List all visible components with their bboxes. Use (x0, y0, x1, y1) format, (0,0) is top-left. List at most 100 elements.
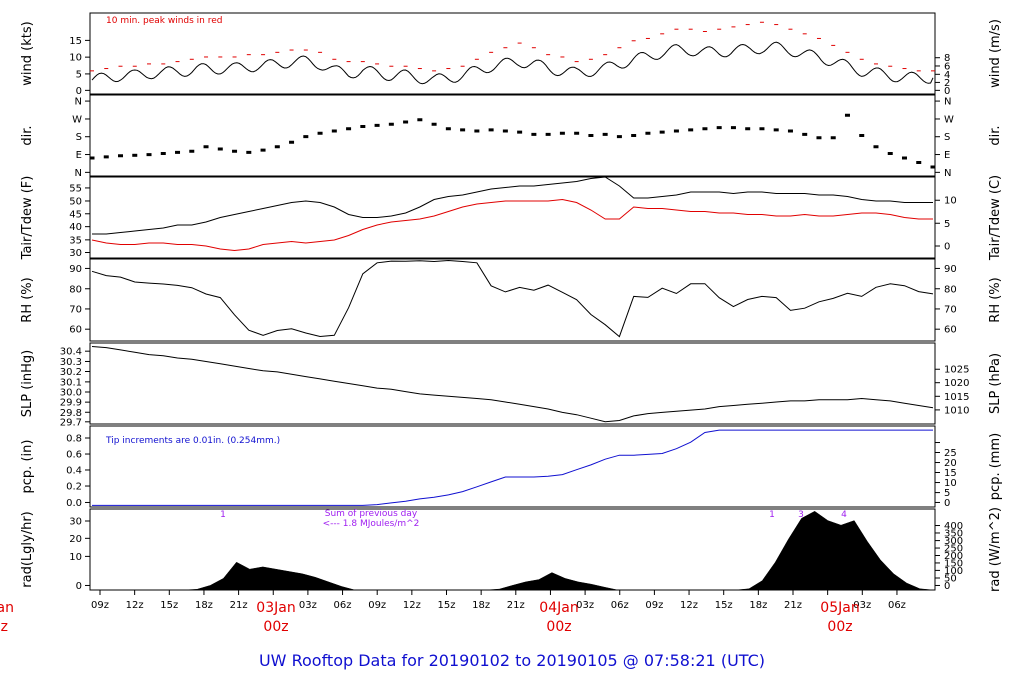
ytick-label-right: 6 (944, 61, 950, 72)
sum-note-line-1: Sum of previous day (325, 509, 418, 519)
ytick-label-right: 400 (944, 521, 963, 532)
ytick-label-left: 0.4 (66, 465, 82, 476)
ytick-label-left: 90 (69, 264, 82, 275)
day-marker: 4 (841, 510, 847, 520)
direction-mark (659, 130, 665, 134)
ytick-label-left: 0.6 (66, 450, 82, 461)
direction-mark (730, 126, 736, 130)
direction-mark (189, 149, 195, 153)
ytick-label-left: 0 (76, 86, 82, 97)
ytick-label-right: 300 (944, 536, 963, 547)
direction-mark (773, 128, 779, 132)
ytick-label-left: 15 (69, 36, 82, 47)
ytick-label-left: 30.0 (60, 388, 82, 399)
direction-mark (559, 131, 565, 135)
direction-mark (645, 131, 651, 135)
ytick-label-right: 70 (944, 304, 957, 315)
xtick-label: 03z (576, 600, 594, 611)
direction-mark (445, 127, 451, 131)
ytick-label-right: N (944, 97, 951, 108)
direction-mark (488, 128, 494, 132)
direction-mark (830, 136, 836, 140)
ylabel-right: wind (m/s) (988, 19, 1003, 88)
ytick-label-right: 5 (944, 219, 950, 230)
ytick-label-right: 150 (944, 558, 963, 569)
xtick-label: 18z (472, 600, 490, 611)
ytick-label-right: E (944, 150, 950, 161)
xtick-label: 06z (888, 600, 906, 611)
direction-mark (374, 123, 380, 127)
direction-mark (702, 127, 708, 131)
direction-mark (916, 161, 922, 164)
ytick-label-right: 0 (944, 242, 950, 253)
direction-mark (246, 150, 252, 154)
panel-frame (89, 94, 936, 177)
ytick-label-right: 0 (944, 86, 950, 97)
ytick-label-left: 45 (69, 209, 82, 220)
xtick-label: 21z (507, 600, 525, 611)
ytick-label-left: 30.1 (60, 377, 82, 388)
direction-mark (787, 129, 793, 133)
ytick-label-left: 29.9 (60, 398, 82, 409)
date-hour-label: 00z (263, 619, 288, 635)
ylabel-left: RH (%) (20, 277, 35, 322)
direction-mark (217, 147, 223, 151)
panel-2: Tair/Tdew (F) Tair/Tdew (C) 30 35 40 45 50 55 0 5… (20, 175, 1003, 261)
panel-frame (89, 425, 936, 508)
ylabel-left: Tair/Tdew (F) (20, 176, 35, 261)
date-label: 03Jan (256, 600, 295, 616)
ytick-label-left: E (76, 150, 82, 161)
ylabel-right: RH (%) (988, 277, 1003, 322)
ytick-label-left: 30.3 (60, 357, 82, 368)
ylabel-right: SLP (hPa) (988, 353, 1003, 414)
ytick-label-left: 35 (69, 235, 82, 246)
date-hour-label: z (1, 619, 8, 635)
ytick-label-left: 30.4 (60, 347, 82, 358)
xtick-label: 06z (611, 600, 629, 611)
direction-mark (388, 122, 394, 126)
ylabel-right: pcp. (mm) (988, 433, 1003, 500)
direction-mark (873, 145, 879, 149)
ytick-label-left: 20 (69, 534, 82, 545)
series-line (92, 176, 933, 235)
panel-frame (89, 258, 936, 342)
ytick-label-left: 5 (76, 69, 82, 80)
ytick-label-right: 4 (944, 70, 950, 81)
date-label: 04Jan (539, 600, 578, 616)
direction-mark (331, 129, 337, 133)
ytick-label-left: 0.2 (66, 482, 82, 493)
ytick-label-left: 70 (69, 304, 82, 315)
ytick-label-left: 50 (69, 196, 82, 207)
ylabel-left: SLP (inHg) (20, 350, 35, 418)
xtick-label: 21z (784, 600, 802, 611)
xtick-label: 09z (368, 600, 386, 611)
ytick-label-right: N (944, 168, 951, 179)
ytick-label-left: 55 (69, 183, 82, 194)
ytick-label-right: 2 (944, 78, 950, 89)
ytick-label-left: 10 (69, 53, 82, 64)
ytick-label-right: 250 (944, 544, 963, 555)
direction-mark (574, 131, 580, 135)
ytick-label-left: 29.8 (60, 408, 82, 419)
direction-mark (859, 134, 865, 137)
direction-mark (745, 127, 751, 131)
xtick-label: 12z (403, 600, 421, 611)
panel-annotation: Tip increments are 0.01in. (0.254mm.) (105, 436, 280, 446)
xtick-label: 03z (853, 600, 871, 611)
day-marker: 1 (220, 510, 226, 520)
panel-4: SLP (inHg) SLP (hPa)29.729.829.930.030.13… (20, 342, 1003, 428)
direction-mark (844, 113, 850, 117)
footer-title: UW Rooftop Data for 20190102 to 20190105… (259, 651, 765, 670)
xtick-label: 03z (299, 600, 317, 611)
date-hour-label: 00z (827, 619, 852, 635)
panel-3: RH (%) RH (%) 60 70 80 90 60 70 80 90 (20, 258, 1003, 342)
ytick-label-right: 200 (944, 551, 963, 562)
direction-mark (260, 148, 266, 152)
direction-mark (930, 165, 936, 169)
ytick-label-right: 5 (944, 488, 950, 499)
ylabel-left: rad(Lgly/hr) (20, 511, 35, 587)
direction-mark (759, 127, 765, 131)
ytick-label-right: 20 (944, 458, 957, 469)
direction-mark (588, 134, 594, 137)
